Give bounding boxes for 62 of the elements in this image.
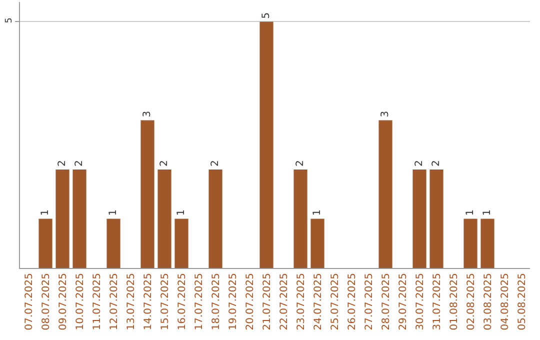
x-tick-label: 30.07.2025	[414, 273, 426, 330]
bar	[208, 169, 222, 268]
data-label: 5	[261, 12, 272, 19]
bar	[412, 169, 426, 268]
bar	[174, 218, 188, 268]
x-tick-label: 09.07.2025	[58, 273, 69, 330]
x-tick-label: 24.07.2025	[312, 273, 324, 330]
data-label: 2	[431, 160, 442, 166]
data-label: 2	[57, 160, 68, 166]
x-tick-label: 01.08.2025	[448, 273, 460, 330]
bar	[158, 169, 172, 268]
bar	[464, 218, 478, 268]
x-tick-label: 22.07.2025	[278, 273, 290, 330]
x-tick-label: 31.07.2025	[432, 273, 443, 330]
data-label: 2	[74, 160, 85, 166]
bar	[106, 218, 120, 268]
x-tick-label: 19.07.2025	[228, 273, 239, 330]
data-label: 1	[108, 209, 119, 216]
data-label: 2	[414, 160, 425, 166]
x-tick-label: 07.07.2025	[24, 273, 35, 330]
x-tick-label: 27.07.2025	[364, 273, 375, 330]
x-tick-label: 26.07.2025	[346, 273, 358, 330]
bar	[294, 169, 308, 268]
data-label: 1	[40, 209, 51, 216]
bar	[56, 169, 70, 268]
data-label: 2	[295, 160, 306, 166]
x-tick-label: 23.07.2025	[296, 273, 307, 330]
x-tick-label: 25.07.2025	[330, 273, 341, 330]
data-label: 1	[176, 209, 187, 216]
x-tick-label: 05.08.2025	[516, 273, 528, 330]
x-tick-label: 21.07.2025	[262, 273, 273, 330]
data-label: 1	[465, 209, 476, 216]
x-tick-label: 14.07.2025	[142, 273, 154, 330]
x-tick-label: 11.07.2025	[92, 273, 103, 330]
x-tick-label: 15.07.2025	[160, 273, 171, 330]
x-tick-label: 17.07.2025	[194, 273, 205, 330]
bar	[378, 120, 392, 268]
bar	[480, 218, 494, 268]
bar	[38, 218, 52, 268]
x-tick-label: 20.07.2025	[244, 273, 256, 330]
x-tick-label: 10.07.2025	[74, 273, 86, 330]
data-label: 2	[159, 160, 170, 166]
bar	[140, 120, 154, 268]
x-tick-label: 16.07.2025	[176, 273, 188, 330]
data-label: 2	[210, 160, 221, 166]
x-tick-label: 29.07.2025	[398, 273, 409, 330]
x-tick-label: 18.07.2025	[210, 273, 222, 330]
bar	[310, 218, 324, 268]
x-tick-label: 03.08.2025	[482, 273, 494, 330]
x-tick-label: 12.07.2025	[108, 273, 120, 330]
bar	[430, 169, 444, 268]
x-tick-label: 13.07.2025	[126, 273, 137, 330]
data-label: 3	[142, 110, 153, 118]
bar	[72, 169, 86, 268]
data-label: 1	[482, 209, 493, 216]
x-tick-label: 08.07.2025	[40, 273, 52, 330]
x-tick-label: 28.07.2025	[380, 273, 392, 330]
x-tick-label: 02.08.2025	[466, 273, 477, 330]
bar	[260, 22, 274, 268]
data-label: 3	[380, 110, 391, 118]
data-label: 1	[312, 209, 323, 216]
x-tick-label: 04.08.2025	[500, 273, 511, 330]
